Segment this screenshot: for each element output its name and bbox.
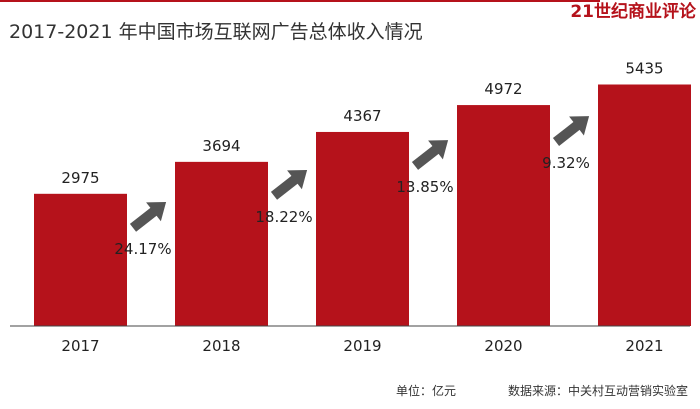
- growth-layer: 24.17% 18.22% 13.85% 9.32%: [114, 116, 590, 258]
- growth-arrow-icon: [411, 140, 449, 170]
- bar-2020: [457, 105, 550, 326]
- bars-layer: [34, 84, 691, 326]
- value-label-2021: 5435: [625, 60, 663, 78]
- bar-2017: [34, 193, 127, 326]
- value-label-2020: 4972: [484, 80, 522, 98]
- x-tick-2020: 2020: [484, 337, 522, 355]
- growth-arrow-icon: [270, 170, 308, 200]
- bar-2019: [316, 131, 409, 326]
- brand-logo: 21世纪商业评论: [570, 2, 696, 22]
- bar-2021: [598, 84, 691, 326]
- growth-label-3: 13.85%: [396, 178, 453, 196]
- value-label-2018: 3694: [202, 137, 240, 155]
- value-label-2017: 2975: [61, 169, 99, 187]
- value-label-2019: 4367: [343, 107, 381, 125]
- growth-label-4: 9.32%: [542, 154, 590, 172]
- bar-2018: [175, 161, 268, 326]
- x-tick-labels: 2017 2018 2019 2020 2021: [61, 337, 663, 355]
- x-tick-2021: 2021: [625, 337, 663, 355]
- x-tick-2019: 2019: [343, 337, 381, 355]
- value-labels-layer: 2975 3694 4367 4972 5435: [61, 60, 663, 187]
- source-note: 数据来源：中关村互动营销实验室: [508, 384, 689, 398]
- growth-label-2: 18.22%: [255, 208, 312, 226]
- x-tick-2017: 2017: [61, 337, 99, 355]
- title-accent-line: [0, 0, 600, 2]
- growth-arrow-icon: [552, 116, 590, 146]
- unit-note: 单位：亿元: [396, 384, 457, 398]
- x-tick-2018: 2018: [202, 337, 240, 355]
- growth-arrow-icon: [129, 201, 167, 232]
- chart-title: 2017-2021 年中国市场互联网广告总体收入情况: [9, 21, 423, 43]
- growth-label-1: 24.17%: [114, 240, 171, 258]
